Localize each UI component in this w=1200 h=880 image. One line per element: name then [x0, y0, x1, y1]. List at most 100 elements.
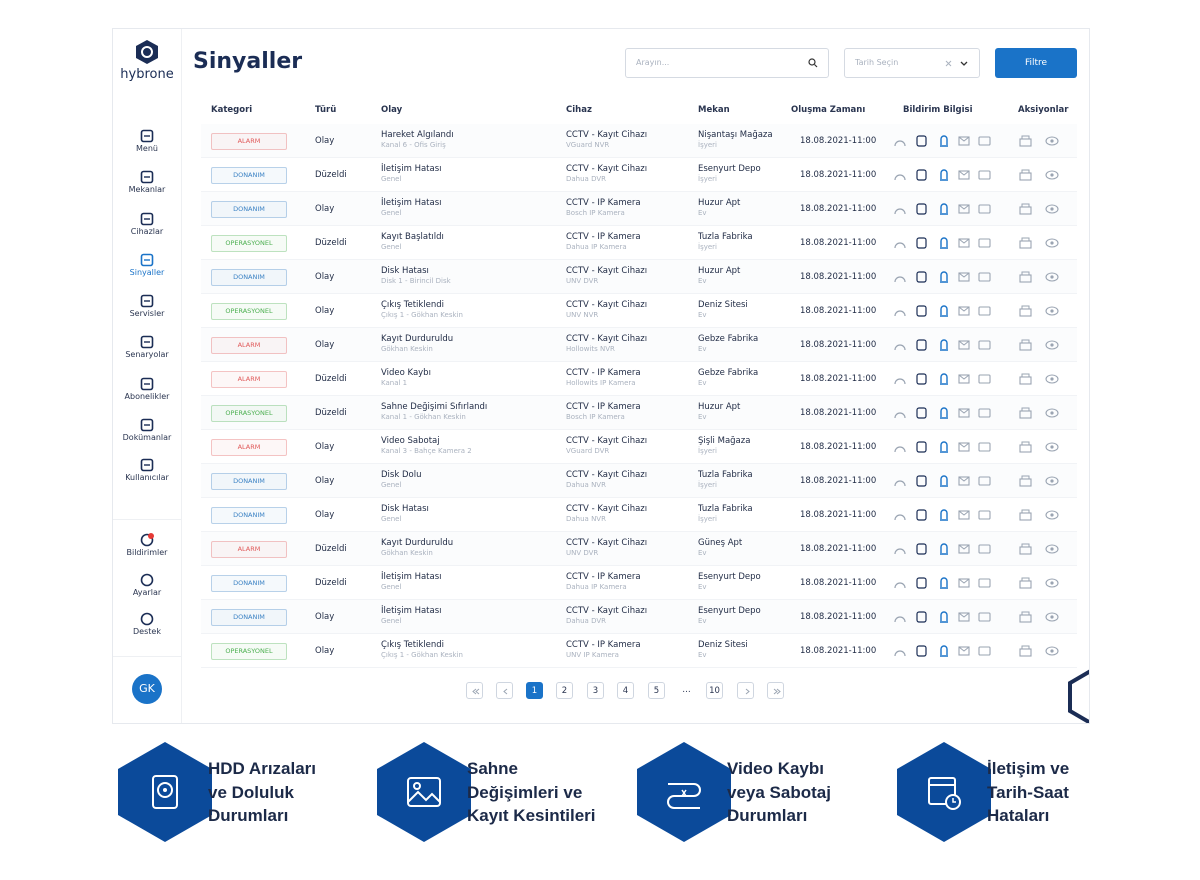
- device-model: UNV NVR: [566, 311, 599, 319]
- page-button[interactable]: 3: [587, 682, 604, 699]
- action-icons: [1019, 169, 1059, 181]
- type: Olay: [315, 646, 335, 656]
- event-detail: Kanal 6 - Ofis Giriş: [381, 141, 446, 149]
- location: Tuzla Fabrika: [698, 504, 753, 514]
- page-arrow[interactable]: [496, 682, 513, 699]
- notification-icons: [894, 645, 991, 657]
- event-detail: Disk 1 - Birincil Disk: [381, 277, 451, 285]
- page-title: Sinyaller: [193, 49, 303, 74]
- device: CCTV - Kayıt Cihazı: [566, 164, 648, 174]
- category-badge: DONANIM: [211, 201, 287, 218]
- arrow-icon: [745, 688, 750, 695]
- category-badge: OPERASYONEL: [211, 235, 287, 252]
- event-detail: Genel: [381, 617, 402, 625]
- menu-label[interactable]: Dokümanlar: [122, 433, 172, 442]
- device: CCTV - Kayıt Cihazı: [566, 300, 648, 310]
- menu-label[interactable]: Menü: [136, 144, 158, 153]
- location: Gebze Fabrika: [698, 368, 759, 378]
- feature-hexagon: [118, 742, 212, 842]
- event: İletişim Hatası: [381, 198, 442, 208]
- menu-label[interactable]: Ayarlar: [132, 588, 162, 597]
- menu-label[interactable]: Mekanlar: [128, 185, 166, 194]
- device-model: VGuard NVR: [566, 141, 610, 149]
- column-header: Mekan: [698, 105, 730, 115]
- page-arrow[interactable]: [767, 682, 784, 699]
- device-model: Dahua NVR: [566, 481, 606, 489]
- avatar[interactable]: GK: [132, 674, 162, 704]
- action-icons: [1019, 373, 1059, 385]
- device: CCTV - IP Kamera: [566, 640, 641, 650]
- notification-icons: [894, 203, 991, 215]
- menu-icon: [140, 335, 154, 349]
- date-picker[interactable]: Tarih Seçin: [844, 48, 980, 78]
- type: Düzeldi: [315, 544, 347, 554]
- device: CCTV - Kayıt Cihazı: [566, 606, 648, 616]
- type: Düzeldi: [315, 238, 347, 248]
- feature-hexagon: [637, 742, 731, 842]
- notification-icons: [894, 271, 991, 283]
- search-box[interactable]: Arayın...: [625, 48, 829, 78]
- logo-icon: [136, 40, 158, 64]
- event-detail: Genel: [381, 515, 402, 523]
- menu-icon: [140, 170, 154, 184]
- location-type: İşyeri: [698, 243, 717, 251]
- device: CCTV - IP Kamera: [566, 402, 641, 412]
- page-button[interactable]: 10: [706, 682, 723, 699]
- menu-label[interactable]: Destek: [133, 627, 161, 636]
- device-model: UNV DVR: [566, 277, 599, 285]
- row-bg: [201, 430, 1077, 464]
- device: CCTV - IP Kamera: [566, 232, 641, 242]
- event: Disk Dolu: [381, 470, 422, 480]
- menu-label[interactable]: Kullanıcılar: [125, 473, 169, 482]
- feature-text: ve Doluluk: [208, 782, 294, 802]
- column-header: Türü: [315, 105, 337, 115]
- row-bg: [201, 634, 1077, 668]
- menu-label[interactable]: Bildirimler: [126, 548, 168, 557]
- menu-label[interactable]: Sinyaller: [129, 268, 165, 277]
- page-button[interactable]: 4: [617, 682, 634, 699]
- action-icons: [1019, 543, 1059, 555]
- event-detail: Genel: [381, 583, 402, 591]
- type: Düzeldi: [315, 408, 347, 418]
- device-model: UNV DVR: [566, 549, 599, 557]
- menu-label[interactable]: Abonelikler: [124, 392, 170, 401]
- page-button[interactable]: 2: [556, 682, 573, 699]
- event: İletişim Hatası: [381, 606, 442, 616]
- type: Düzeldi: [315, 374, 347, 384]
- event-detail: Genel: [381, 481, 402, 489]
- category-badge: DONANIM: [211, 507, 287, 524]
- event-detail: Kanal 1 - Gökhan Keskin: [381, 413, 466, 421]
- event: Kayıt Durduruldu: [381, 334, 454, 344]
- row-bg: [201, 158, 1077, 192]
- column-header: Bildirim Bilgisi: [903, 105, 973, 115]
- column-header: Cihaz: [566, 105, 592, 115]
- filter-button[interactable]: Filtre: [995, 48, 1077, 78]
- menu-label[interactable]: Senaryolar: [125, 350, 169, 359]
- event: İletişim Hatası: [381, 164, 442, 174]
- menu-icon: [140, 294, 154, 308]
- menu-label[interactable]: Cihazlar: [130, 227, 164, 236]
- time: 18.08.2021-11:00: [800, 544, 877, 554]
- device: CCTV - Kayıt Cihazı: [566, 538, 648, 548]
- event: Sahne Değişimi Sıfırlandı: [381, 402, 488, 412]
- notification-icons: [894, 339, 991, 351]
- page-button[interactable]: 1: [526, 682, 543, 699]
- feature-text: Sahne: [467, 759, 519, 778]
- category-badge: ALARM: [211, 337, 287, 354]
- device-model: UNV IP Kamera: [566, 651, 619, 659]
- notification-icons: [894, 475, 991, 487]
- time: 18.08.2021-11:00: [800, 340, 877, 350]
- page-arrow[interactable]: [466, 682, 483, 699]
- page-arrow[interactable]: [737, 682, 754, 699]
- event-detail: Çıkış 1 - Gökhan Keskin: [381, 311, 463, 319]
- row-bg: [201, 396, 1077, 430]
- action-icons: [1019, 509, 1059, 521]
- time: 18.08.2021-11:00: [800, 306, 877, 316]
- time: 18.08.2021-11:00: [800, 442, 877, 452]
- notification-icons: [894, 373, 991, 385]
- menu-label[interactable]: Servisler: [129, 309, 165, 318]
- page-button[interactable]: 5: [648, 682, 665, 699]
- device: CCTV - Kayıt Cihazı: [566, 334, 648, 344]
- notification-icons: [894, 611, 991, 623]
